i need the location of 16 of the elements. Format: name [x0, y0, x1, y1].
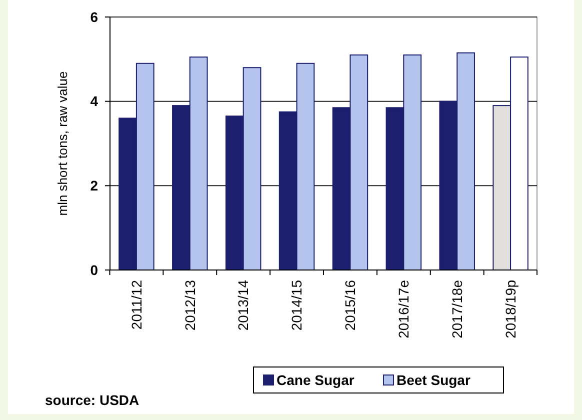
x-tick-label: 2016/17e — [396, 280, 412, 338]
legend-label: Cane Sugar — [276, 372, 355, 388]
x-tick-label: 2017/18e — [449, 280, 466, 338]
legend-label: Beet Sugar — [396, 372, 471, 388]
y-tick-label: 2 — [90, 178, 98, 194]
y-tick-label: 0 — [90, 262, 98, 278]
x-tick-label: 2018/19p — [502, 280, 518, 338]
x-tick-label: 2011/12 — [128, 280, 144, 330]
source-note: source: USDA — [45, 392, 140, 408]
x-tick-label: 2013/14 — [235, 280, 252, 331]
x-tick-label: 2012/13 — [182, 280, 198, 331]
x-tick-label: 2014/15 — [288, 280, 305, 331]
y-tick-label: 4 — [90, 93, 98, 110]
y-axis-title: mln short tons, raw value — [55, 71, 70, 216]
x-tick-label: 2015/16 — [342, 280, 358, 331]
y-tick-label: 6 — [90, 8, 98, 25]
